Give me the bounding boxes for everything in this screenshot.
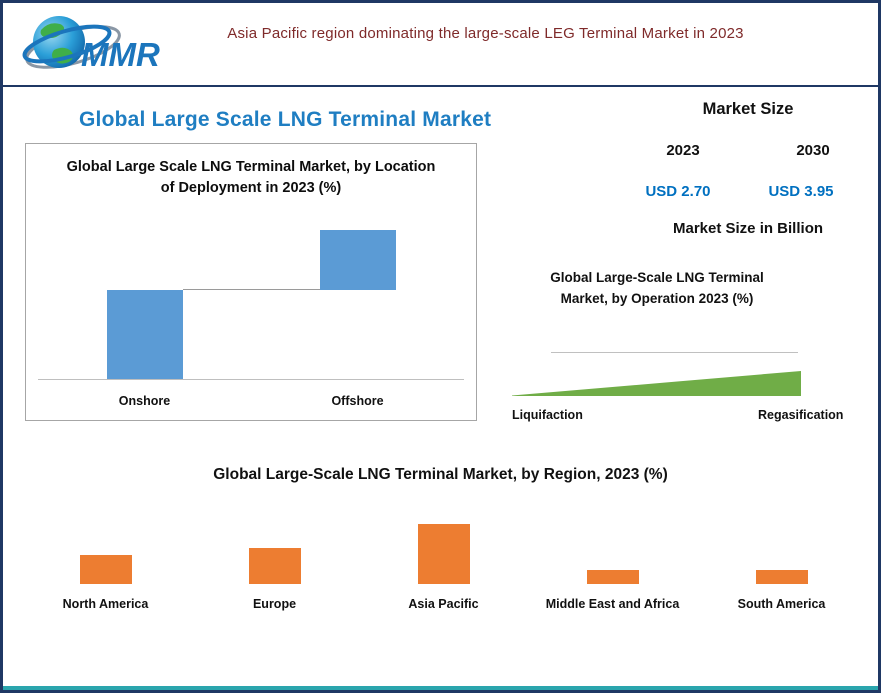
market-size-value-2023: USD 2.70 — [645, 183, 711, 200]
region-bar-column — [21, 521, 190, 584]
bottom-accent-strip — [3, 686, 878, 690]
region-label: Europe — [252, 597, 297, 611]
mmr-logo: MMR — [21, 9, 186, 81]
orbit-ring-blue — [22, 24, 112, 64]
regasification-label: Regasification — [758, 408, 844, 422]
region-bar — [586, 569, 639, 584]
region-bar-column — [190, 521, 359, 584]
onshore-bar — [106, 290, 183, 380]
operation-axis-line — [551, 352, 798, 353]
region-bar-column — [359, 521, 528, 584]
region-chart-title: Global Large-Scale LNG Terminal Market, … — [213, 466, 668, 483]
market-size-year-2030: 2030 — [796, 142, 830, 159]
deployment-category-labels: Onshore Offshore — [38, 394, 464, 410]
deployment-chart: Global Large Scale LNG Terminal Market, … — [25, 143, 477, 421]
banner-headline: Asia Pacific region dominating the large… — [227, 25, 744, 42]
market-size-unit: Market Size in Billion — [672, 220, 824, 237]
region-bar — [417, 523, 470, 584]
offshore-bar — [319, 230, 396, 290]
region-label: South America — [737, 597, 826, 611]
operation-trend-wedge — [512, 371, 801, 396]
market-size-year-2023: 2023 — [666, 142, 700, 159]
liquifaction-label: Liquifaction — [512, 408, 583, 422]
region-bar — [79, 555, 132, 584]
globe-logo-graphic: MMR — [22, 16, 160, 73]
market-size-value-2030: USD 3.95 — [768, 183, 834, 200]
market-size-title: Market Size — [702, 100, 794, 118]
operation-chart-title: Global Large-Scale LNG Terminal Market, … — [550, 270, 764, 306]
offshore-label: Offshore — [331, 394, 384, 408]
region-label: Asia Pacific — [408, 597, 479, 611]
region-bar-column — [697, 521, 866, 584]
waterfall-connector-line — [182, 289, 320, 290]
deployment-plot-area — [38, 218, 464, 380]
logo-text: MMR — [81, 36, 160, 73]
region-bar-column — [528, 521, 697, 584]
header-divider — [3, 85, 878, 87]
region-bars — [21, 521, 866, 584]
deployment-chart-title: Global Large Scale LNG Terminal Market, … — [66, 159, 436, 197]
region-label: Middle East and Africa — [545, 597, 680, 611]
region-label: North America — [62, 597, 149, 611]
region-bar — [755, 569, 808, 584]
deployment-axis-line — [38, 379, 464, 380]
region-bar — [248, 548, 301, 584]
onshore-label: Onshore — [118, 394, 171, 408]
region-labels: North America Europe Asia Pacific Middle Ea… — [21, 597, 866, 611]
page-title: Global Large Scale LNG Terminal Market — [79, 108, 492, 131]
wedge-shape — [512, 371, 801, 396]
